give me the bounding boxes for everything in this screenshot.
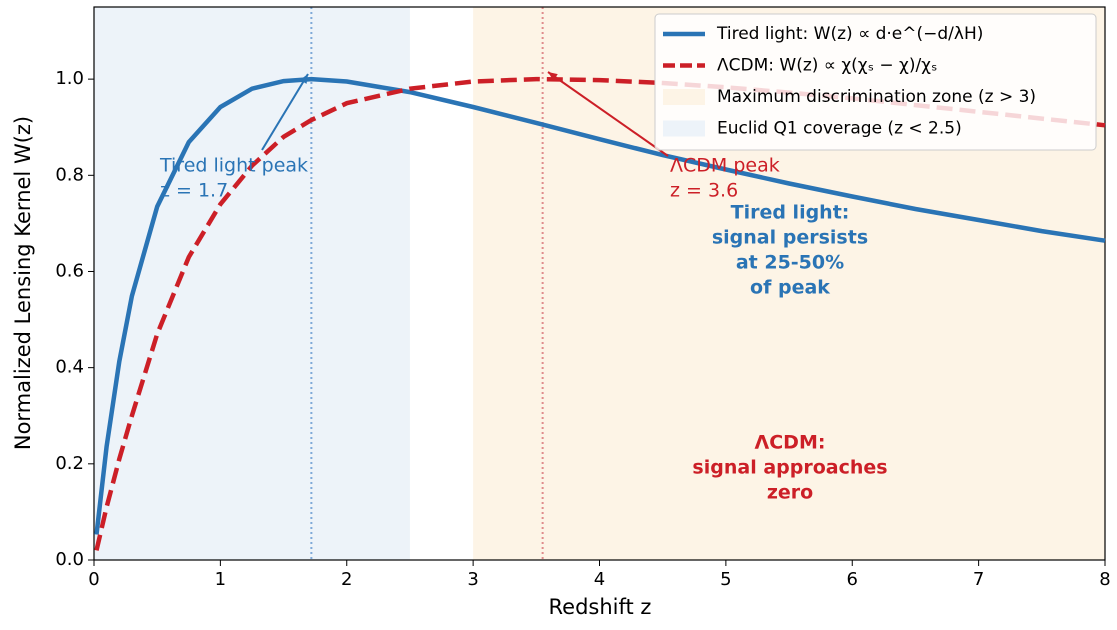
x-tick-label: 5 (720, 569, 731, 590)
x-tick-label: 2 (341, 569, 352, 590)
annotation-text: z = 1.7 (160, 180, 228, 202)
annotation-text: signal approaches (692, 457, 887, 479)
annotation-text: Tired light peak (159, 155, 308, 177)
y-tick-label: 0.2 (55, 453, 84, 474)
y-tick-label: 0.6 (55, 260, 84, 281)
x-tick-label: 6 (847, 569, 858, 590)
annotation-text: ΛCDM peak (670, 155, 780, 177)
x-tick-label: 8 (1099, 569, 1110, 590)
y-tick-label: 1.0 (55, 68, 84, 89)
legend-label: Euclid Q1 coverage (z < 2.5) (717, 119, 962, 139)
arrow-head (548, 72, 558, 81)
annotation-text: z = 3.6 (670, 180, 738, 202)
annotation-arrow (547, 71, 669, 157)
legend-label: Tired light: W(z) ∝ d·e^(−d/λH) (716, 24, 983, 44)
x-tick-label: 3 (467, 569, 478, 590)
y-tick-label: 0.4 (55, 357, 84, 378)
annotation-text: zero (767, 482, 813, 504)
y-tick-label: 0.8 (55, 164, 84, 185)
legend-label: Maximum discrimination zone (z > 3) (717, 87, 1036, 107)
arrow-head (299, 74, 308, 84)
x-tick-label: 7 (973, 569, 984, 590)
x-axis-label: Redshift z (549, 595, 652, 619)
annotation-arrow (261, 73, 309, 151)
x-tick-label: 1 (215, 569, 226, 590)
annotation-text: signal persists (712, 227, 868, 249)
legend-box (654, 13, 1097, 151)
series-line (94, 76, 1106, 535)
y-axis-label: Normalized Lensing Kernel W(z) (11, 116, 35, 450)
annotation-text: at 25-50% (736, 252, 844, 274)
legend-swatch (663, 120, 705, 137)
shaded-region (94, 7, 410, 560)
annotation-text: ΛCDM: (755, 432, 826, 454)
x-tick-label: 4 (594, 569, 605, 590)
annotation-text: Tired light: (731, 202, 850, 224)
annotation-text: of peak (750, 277, 830, 299)
x-tick-label: 0 (88, 569, 99, 590)
y-tick-label: 0.0 (55, 549, 84, 570)
legend-swatch (663, 89, 705, 105)
legend-label: ΛCDM: W(z) ∝ χ(χₛ − χ)/χₛ (717, 56, 937, 76)
